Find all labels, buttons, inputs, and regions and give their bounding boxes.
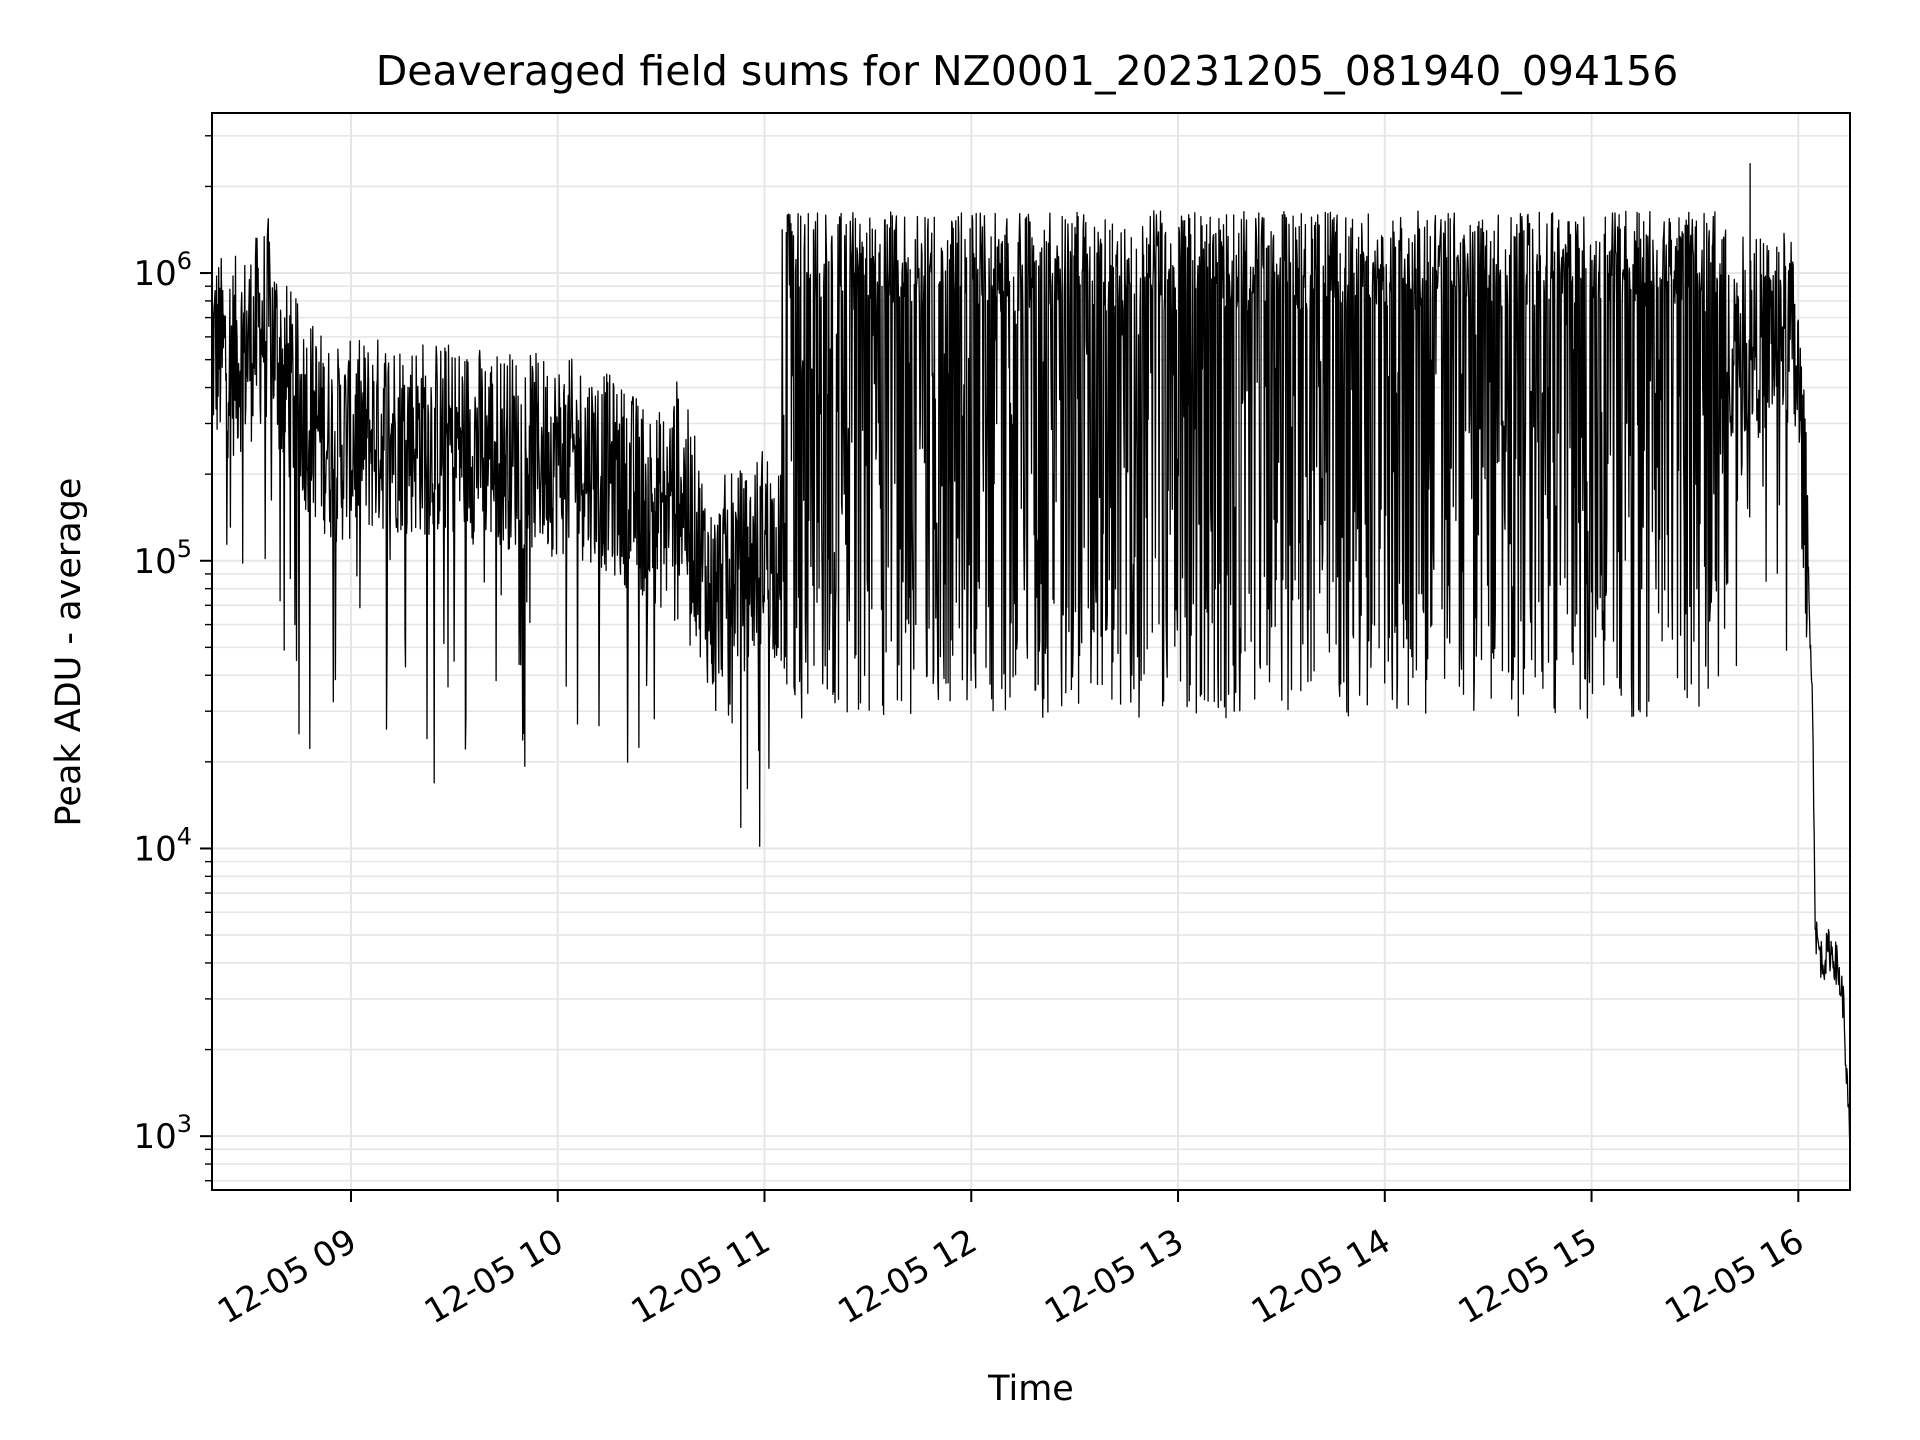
y-tick-label: 104 [133, 822, 192, 869]
y-axis: 103 104 105 106 [133, 135, 212, 1182]
x-axis-label: Time [987, 1369, 1074, 1409]
chart-title: Deaveraged field sums for NZ0001_2023120… [376, 47, 1679, 95]
y-tick-label: 103 [133, 1110, 192, 1157]
y-tick-label: 105 [133, 535, 192, 582]
series-group [211, 163, 1851, 1150]
series-line [211, 163, 1851, 1150]
y-tick-label: 106 [133, 247, 192, 294]
y-axis-label: Peak ADU - average [49, 478, 89, 827]
plot-frame [211, 112, 1851, 1191]
